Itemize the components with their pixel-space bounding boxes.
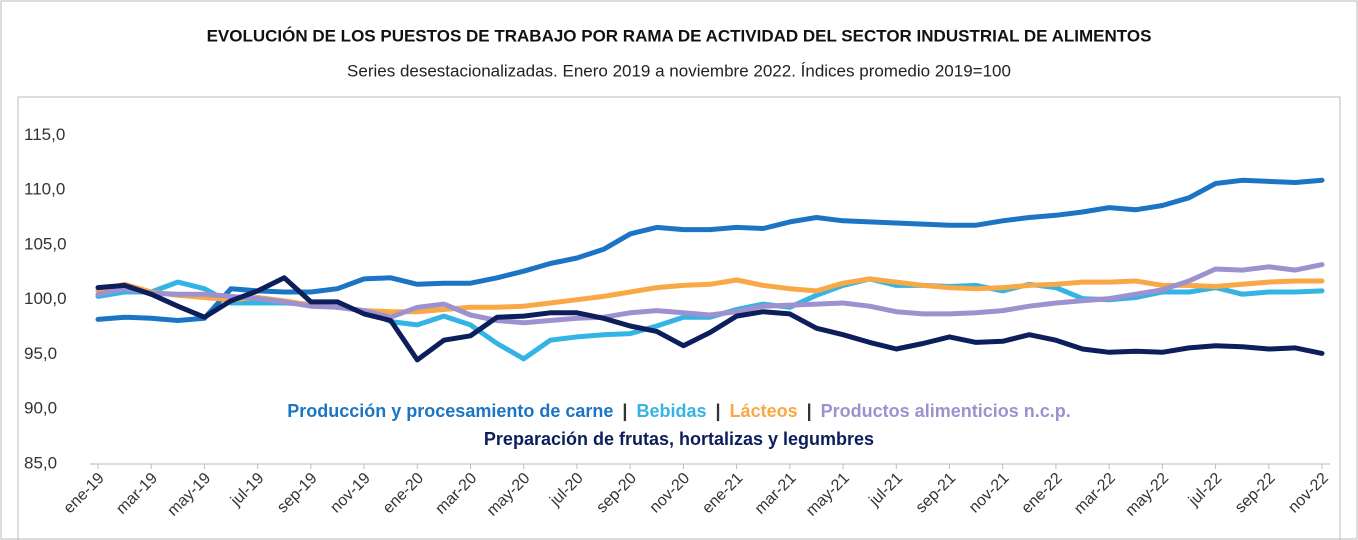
series-line — [95, 262, 1325, 326]
legend-entry: Lácteos — [730, 401, 798, 421]
plot-frame — [17, 96, 1341, 540]
legend-entry: Preparación de frutas, hortalizas y legu… — [484, 429, 874, 449]
legend-separator: | — [716, 401, 721, 421]
y-tick-label: 85,0 — [24, 453, 57, 472]
chart-title: EVOLUCIÓN DE LOS PUESTOS DE TRABAJO POR … — [207, 26, 1152, 45]
legend-entry: Bebidas — [636, 401, 706, 421]
y-tick-label: 110,0 — [24, 180, 65, 199]
y-tick-label: 105,0 — [24, 234, 67, 253]
series-line — [95, 275, 1325, 363]
legend: Producción y procesamiento de carne | Be… — [287, 401, 1070, 421]
y-tick-label: 90,0 — [24, 399, 57, 418]
y-tick-label: 95,0 — [24, 344, 57, 363]
legend-entry: Productos alimenticios n.c.p. — [821, 401, 1071, 421]
y-tick-label: 115,0 — [24, 125, 65, 144]
legend-entry: Producción y procesamiento de carne — [287, 401, 613, 421]
y-tick-label: 100,0 — [24, 289, 67, 308]
legend: Preparación de frutas, hortalizas y legu… — [484, 429, 874, 449]
legend-separator: | — [807, 401, 812, 421]
chart-subtitle: Series desestacionalizadas. Enero 2019 a… — [347, 61, 1011, 80]
legend-separator: | — [622, 401, 627, 421]
